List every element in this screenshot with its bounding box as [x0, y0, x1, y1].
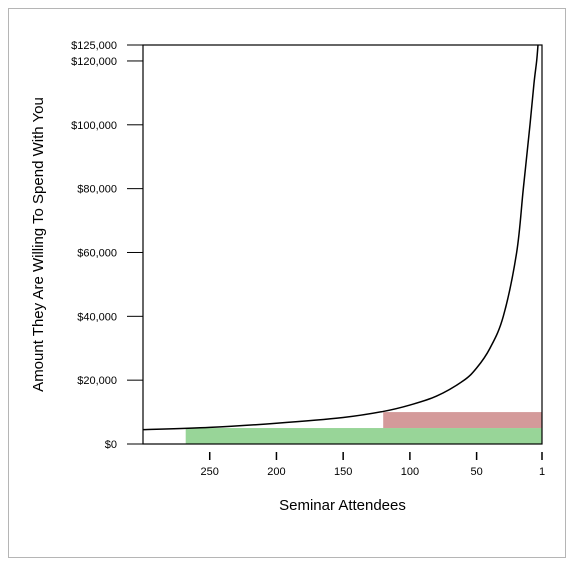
y-tick-label: $80,000: [77, 184, 117, 196]
y-tick-label: $125,000: [71, 40, 117, 52]
y-tick-label: $20,000: [77, 375, 117, 387]
x-tick-label: 1: [539, 466, 545, 478]
y-axis-title: Amount They Are Willing To Spend With Yo…: [30, 97, 47, 392]
x-tick-label: 200: [267, 466, 285, 478]
x-tick-label: 100: [401, 466, 419, 478]
series-lines: [142, 44, 539, 431]
chart-frame: [8, 8, 566, 558]
y-axis: $0 $20,000 $40,000 $60,000 $80,000 $100,000 $1…: [71, 40, 143, 451]
y-tick-label: $40,000: [77, 311, 117, 323]
highlight-band-0: [185, 428, 543, 444]
x-axis: 250 200 150 100 50 1: [201, 452, 545, 478]
x-tick-label: 150: [334, 466, 352, 478]
y-tick-label: $100,000: [71, 120, 117, 132]
series-line-0: [142, 44, 539, 431]
y-tick-label: $0: [105, 439, 117, 451]
highlight-bands: [185, 412, 543, 444]
x-tick-label: 50: [470, 466, 482, 478]
plot-area-border: [142, 44, 543, 445]
highlight-band-1: [383, 412, 542, 429]
y-tick-label: $60,000: [77, 247, 117, 259]
x-tick-label: 250: [201, 466, 219, 478]
y-tick-label: $120,000: [71, 56, 117, 68]
x-axis-title: Seminar Attendees: [279, 497, 406, 514]
